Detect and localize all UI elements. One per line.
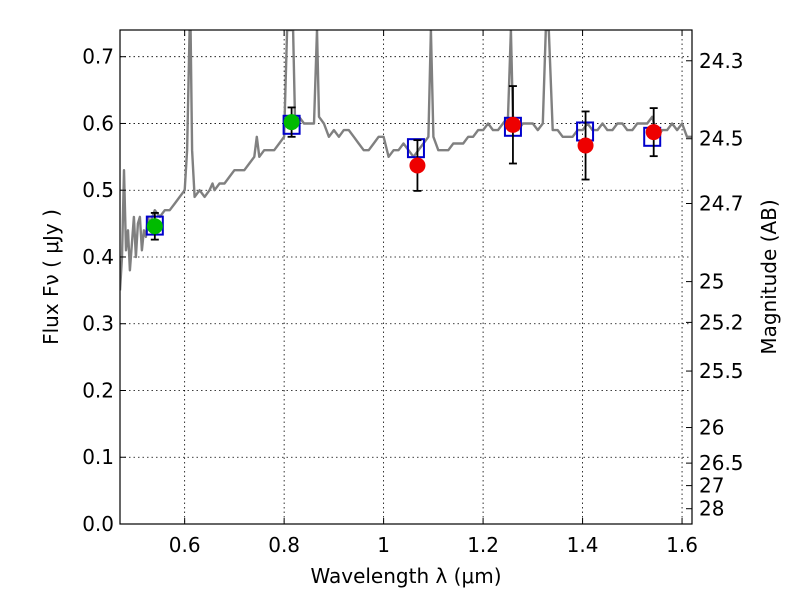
observed-point xyxy=(645,124,662,141)
x-tick-label: 1.6 xyxy=(666,533,698,557)
observed-point xyxy=(504,116,521,133)
x-tick-label: 0.6 xyxy=(169,533,201,557)
right-axis-tick-label: 25.2 xyxy=(699,310,744,334)
right-axis-tick-label: 28 xyxy=(699,497,724,521)
right-axis-tick-label: 25.5 xyxy=(699,359,744,383)
right-axis-tick-label: 25 xyxy=(699,270,724,294)
y-tick-label: 0.5 xyxy=(82,178,114,202)
right-axis-label: Magnitude (AB) xyxy=(757,199,781,354)
axis-ticks: 0.6 0.8 1 1.2 1.4 1.6 0.0 0.1 0.2 0.3 0.4 0.5 0.6 0.7… xyxy=(82,30,744,557)
x-axis-label: Wavelength λ (μm) xyxy=(310,564,501,588)
plot-frame xyxy=(119,29,693,525)
y-tick-label: 0.7 xyxy=(82,45,114,69)
y-axis-label: Flux Fν ( μJy ) xyxy=(39,209,63,345)
x-tick-label: 1.4 xyxy=(567,533,599,557)
model-photometry-square xyxy=(406,138,425,159)
right-axis-tick-label: 26 xyxy=(699,416,724,440)
right-axis-tick-label: 24.3 xyxy=(699,49,744,73)
observed-point xyxy=(146,218,163,235)
x-tick-label: 1.2 xyxy=(467,533,499,557)
observed-point xyxy=(409,157,426,174)
y-tick-label: 0.0 xyxy=(82,512,114,536)
right-axis-tick-label: 27 xyxy=(699,474,724,498)
right-axis-tick-label: 26.5 xyxy=(699,451,744,475)
x-tick-label: 1 xyxy=(377,533,390,557)
right-axis-tick-label: 24.7 xyxy=(699,192,744,216)
observed-point xyxy=(577,137,594,154)
y-tick-label: 0.4 xyxy=(82,245,114,269)
y-tick-label: 0.2 xyxy=(82,378,114,402)
spectrum-line xyxy=(120,30,692,291)
y-tick-label: 0.3 xyxy=(82,312,114,336)
y-tick-label: 0.6 xyxy=(82,111,114,135)
x-tick-label: 0.8 xyxy=(268,533,300,557)
data-layer xyxy=(120,30,692,291)
y-tick-label: 0.1 xyxy=(82,445,114,469)
observed-point xyxy=(283,114,300,131)
right-axis-tick-label: 24.5 xyxy=(699,127,744,151)
